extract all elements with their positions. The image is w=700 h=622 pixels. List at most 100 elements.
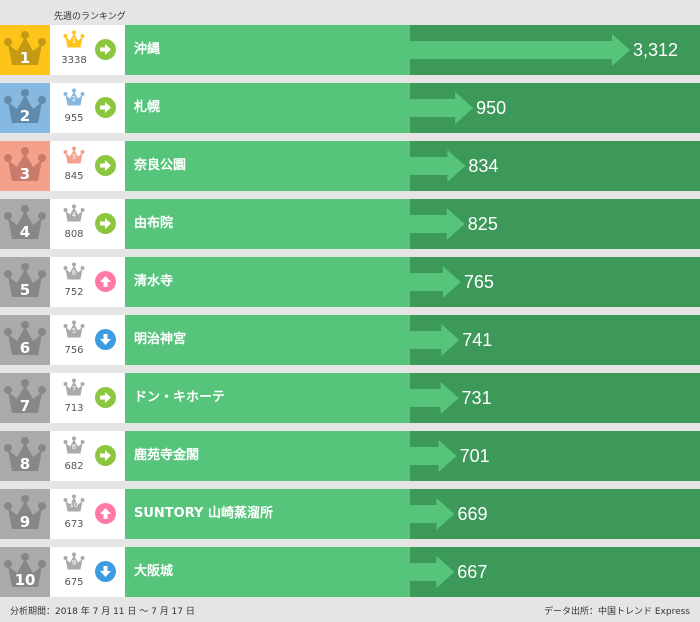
value-arrow-bar	[410, 440, 457, 472]
previous-value: 752	[64, 287, 84, 298]
ranking-row: 6 5 756 明治神宮 741	[0, 315, 700, 365]
ranking-row: 3 3 845 奈良公園 834	[0, 141, 700, 191]
previous-value: 682	[64, 461, 84, 472]
movement-same-icon	[95, 445, 116, 466]
value-label: 3,312	[633, 40, 679, 60]
previous-rank-cell: 9 675	[50, 547, 125, 597]
value-arrow-bar	[410, 266, 461, 298]
value-bar-area: 950	[410, 83, 700, 133]
previous-value: 3338	[61, 55, 87, 66]
value-bar-area: 3,312	[410, 25, 700, 75]
value-bar-area: 669	[410, 489, 700, 539]
previous-rank: 8	[71, 443, 77, 451]
ranking-row: 10 9 675 大阪城 667	[0, 547, 700, 597]
previous-crown-icon	[63, 378, 85, 401]
rank-number: 8	[19, 455, 31, 473]
previous-rank-cell: 5 756	[50, 315, 125, 365]
rank-badge: 5	[0, 257, 50, 307]
ranking-row: 1 1 3338 沖縄 3,312	[0, 25, 700, 75]
movement-same-icon	[95, 97, 116, 118]
previous-crown-icon	[63, 204, 85, 227]
rank-badge: 2	[0, 83, 50, 133]
destination-name: 由布院	[125, 199, 410, 249]
previous-crown-icon	[63, 494, 85, 517]
rank-badge: 9	[0, 489, 50, 539]
previous-rank-cell: 1 3338	[50, 25, 125, 75]
previous-rank: 4	[71, 211, 77, 219]
previous-rank-cell: 8 682	[50, 431, 125, 481]
value-label: 669	[457, 504, 488, 524]
value-bar-area: 701	[410, 431, 700, 481]
value-arrow-bar	[410, 498, 455, 530]
previous-rank-cell: 4 808	[50, 199, 125, 249]
previous-rank: 6	[71, 269, 77, 277]
rank-badge: 3	[0, 141, 50, 191]
previous-value: 713	[64, 403, 84, 414]
previous-rank: 7	[71, 385, 77, 393]
previous-crown-icon	[63, 320, 85, 343]
value-bar-area: 667	[410, 547, 700, 597]
movement-down-icon	[95, 329, 116, 350]
destination-name: 沖縄	[125, 25, 410, 75]
value-label: 667	[457, 562, 488, 582]
previous-rank-cell: 2 955	[50, 83, 125, 133]
previous-rank-cell: 10 673	[50, 489, 125, 539]
ranking-row: 8 8 682 鹿苑寺金閣 701	[0, 431, 700, 481]
movement-same-icon	[95, 39, 116, 60]
rank-number: 7	[19, 397, 31, 415]
previous-crown-icon	[63, 88, 85, 111]
movement-up-icon	[95, 503, 116, 524]
destination-name: 大阪城	[125, 547, 410, 597]
value-arrow-bar	[410, 92, 474, 124]
destination-name: ドン・キホーテ	[125, 373, 410, 423]
ranking-row: 2 2 955 札幌 950	[0, 83, 700, 133]
destination-name: 鹿苑寺金閣	[125, 431, 410, 481]
movement-same-icon	[95, 387, 116, 408]
rank-badge: 7	[0, 373, 50, 423]
value-label: 741	[462, 330, 493, 350]
previous-rank: 2	[71, 95, 77, 103]
rank-number: 5	[19, 281, 31, 299]
previous-rank: 5	[71, 327, 77, 335]
value-bar-area: 834	[410, 141, 700, 191]
rank-number: 9	[19, 513, 31, 531]
destination-name: 札幌	[125, 83, 410, 133]
destination-name: 清水寺	[125, 257, 410, 307]
previous-rank-cell: 3 845	[50, 141, 125, 191]
value-arrow-bar	[410, 324, 460, 356]
rank-badge: 1	[0, 25, 50, 75]
value-arrow-bar	[410, 34, 630, 66]
value-arrow-bar	[410, 150, 466, 182]
value-label: 731	[461, 388, 492, 408]
previous-value: 673	[64, 519, 84, 530]
previous-value: 845	[64, 171, 84, 182]
previous-rank: 9	[71, 559, 77, 567]
rank-number: 3	[19, 165, 31, 183]
previous-rank-cell: 7 713	[50, 373, 125, 423]
destination-name: SUNTORY 山崎蒸溜所	[125, 489, 410, 539]
ranking-row: 9 10 673 SUNTORY 山崎蒸溜所 669	[0, 489, 700, 539]
ranking-row: 7 7 713 ドン・キホーテ 731	[0, 373, 700, 423]
value-arrow-bar	[410, 556, 455, 588]
rank-number: 2	[19, 107, 31, 125]
movement-same-icon	[95, 213, 116, 234]
movement-up-icon	[95, 271, 116, 292]
previous-crown-icon	[63, 552, 85, 575]
previous-crown-icon	[63, 436, 85, 459]
previous-rank: 3	[71, 153, 77, 161]
value-bar-area: 741	[410, 315, 700, 365]
value-label: 950	[476, 98, 507, 118]
rank-badge: 6	[0, 315, 50, 365]
rank-number: 10	[14, 571, 36, 589]
destination-name: 明治神宮	[125, 315, 410, 365]
previous-rank: 10	[69, 501, 79, 509]
rank-number: 6	[19, 339, 31, 357]
value-label: 825	[467, 214, 498, 234]
previous-value: 756	[64, 345, 84, 356]
movement-same-icon	[95, 155, 116, 176]
value-bar-area: 731	[410, 373, 700, 423]
previous-crown-icon	[63, 30, 85, 53]
ranking-row: 4 4 808 由布院 825	[0, 199, 700, 249]
rank-badge: 4	[0, 199, 50, 249]
value-bar-area: 825	[410, 199, 700, 249]
